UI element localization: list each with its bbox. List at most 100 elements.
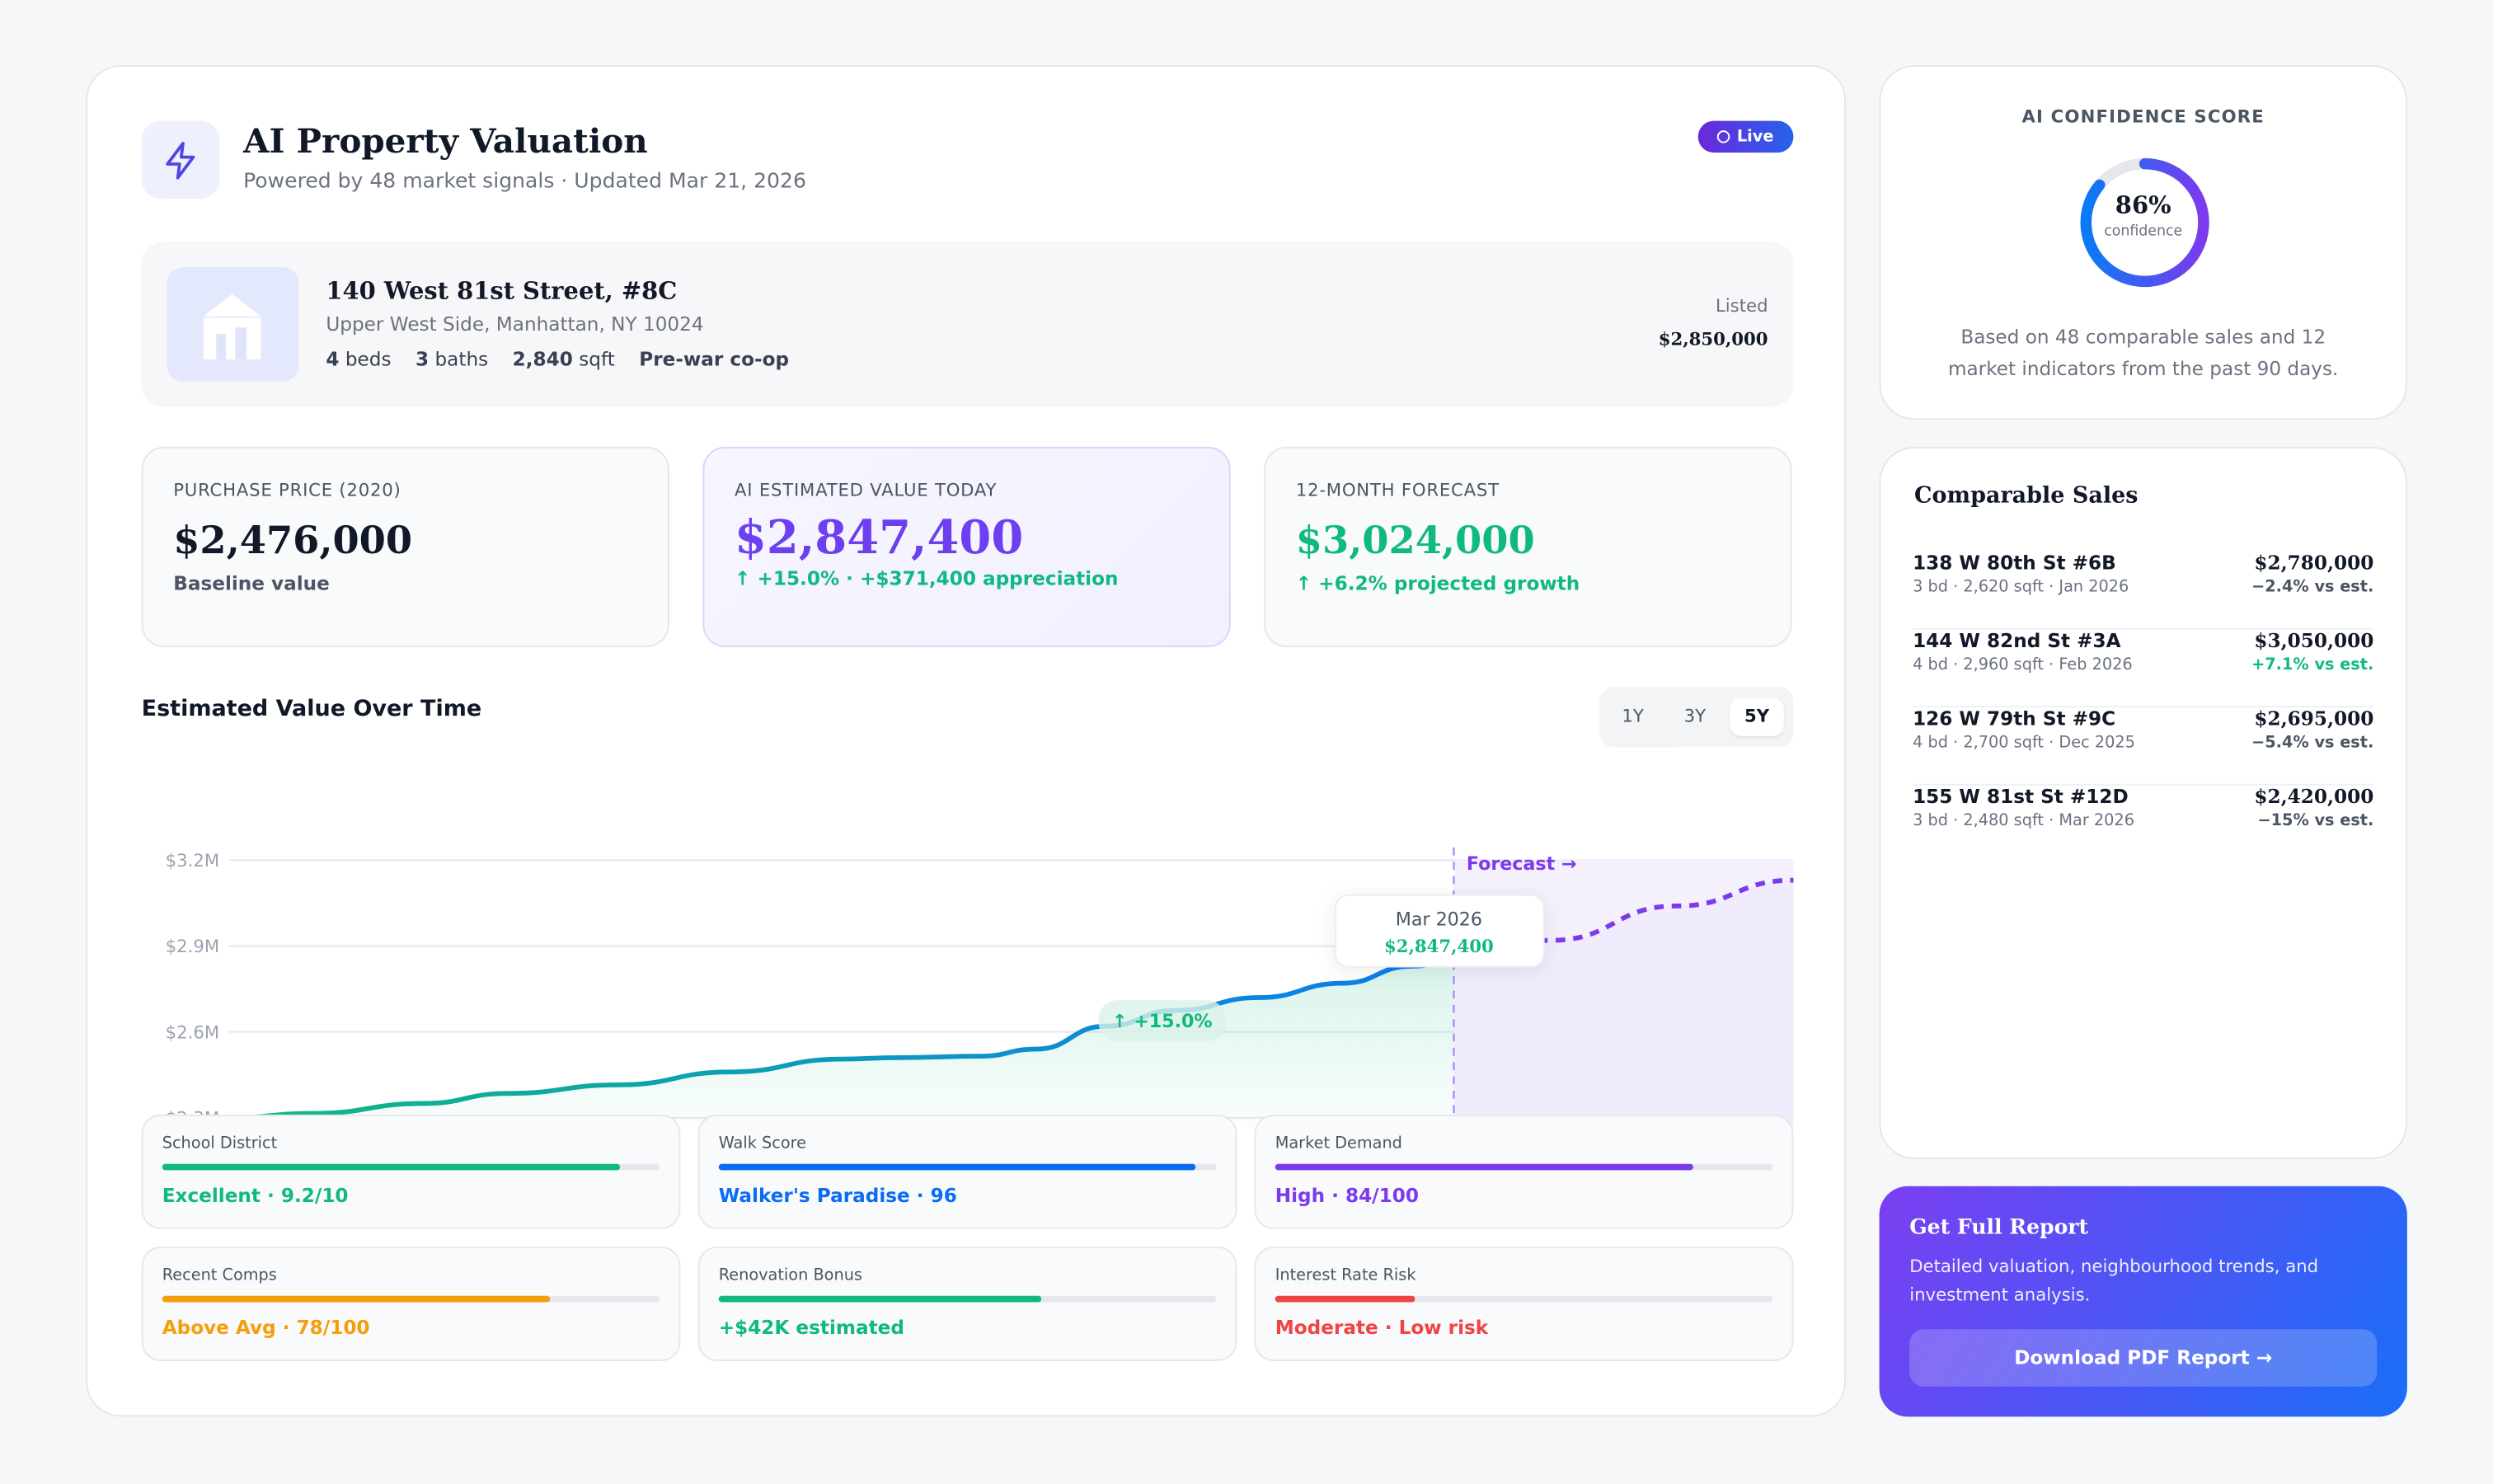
y-tick-label: $2.9M bbox=[166, 937, 220, 957]
metric-label: 12-MONTH FORECAST bbox=[1295, 480, 1500, 501]
indicator-value: Walker's Paradise · 96 bbox=[718, 1184, 957, 1207]
lightning-icon bbox=[165, 141, 195, 179]
indicator-card: Walk Score Walker's Paradise · 96 bbox=[697, 1114, 1237, 1229]
comp-delta: −2.4% vs est. bbox=[2251, 578, 2374, 597]
indicator-value: +$42K estimated bbox=[718, 1316, 904, 1339]
growth-badge bbox=[1098, 1000, 1226, 1042]
indicator-bar bbox=[718, 1163, 1217, 1171]
indicator-bar-fill bbox=[718, 1163, 1197, 1171]
range-selector: 1Y 3Y 5Y bbox=[1599, 687, 1794, 748]
page-title: AI Property Valuation bbox=[243, 120, 648, 161]
indicator-bar-fill bbox=[162, 1163, 621, 1171]
baths-label: baths bbox=[434, 348, 489, 371]
property-address: 140 West 81st Street, #8C bbox=[326, 276, 678, 306]
indicator-label: Market Demand bbox=[1275, 1134, 1402, 1153]
indicator-card: Renovation Bonus +$42K estimated bbox=[697, 1246, 1237, 1361]
indicator-bar bbox=[1275, 1163, 1773, 1171]
comp-price: $3,050,000 bbox=[2254, 629, 2374, 652]
report-title: Get Full Report bbox=[1909, 1216, 2089, 1241]
comp-address: 138 W 80th St #6B bbox=[1913, 552, 2116, 575]
comp-address: 144 W 82nd St #3A bbox=[1913, 629, 2121, 652]
metric-label: PURCHASE PRICE (2020) bbox=[173, 480, 401, 501]
metric-sub: ↑ +15.0% · +$371,400 appreciation bbox=[734, 567, 1119, 590]
listed-label: Listed bbox=[1715, 295, 1768, 317]
confidence-value: 86% bbox=[2115, 190, 2171, 220]
page-subtitle: Powered by 48 market signals · Updated M… bbox=[243, 170, 806, 195]
confidence-ring bbox=[2080, 157, 2209, 288]
property-type: Pre-war co-op bbox=[639, 348, 790, 371]
beds-value: 4 bbox=[326, 348, 340, 371]
range-1y[interactable]: 1Y bbox=[1622, 706, 1644, 727]
indicator-bar-fill bbox=[718, 1295, 1043, 1303]
comparable-row[interactable]: 155 W 81st St #12D 3 bd · 2,480 sqft · M… bbox=[1913, 786, 2373, 863]
indicator-bar bbox=[718, 1295, 1217, 1303]
range-3y[interactable]: 3Y bbox=[1683, 706, 1707, 727]
range-5y[interactable]: 5Y bbox=[1730, 697, 1784, 736]
download-report-button[interactable]: Download PDF Report → bbox=[1909, 1329, 2378, 1387]
report-card: Get Full Report Detailed valuation, neig… bbox=[1879, 1186, 2407, 1417]
metric-value: $3,024,000 bbox=[1295, 516, 1535, 563]
comparable-row[interactable]: 126 W 79th St #9C 4 bd · 2,700 sqft · De… bbox=[1913, 707, 2374, 786]
tooltip-value: $2,847,400 bbox=[1384, 937, 1494, 957]
y-tick-label: $3.2M bbox=[166, 851, 220, 871]
app-icon bbox=[141, 120, 220, 200]
historical-line bbox=[226, 959, 1457, 1120]
indicator-card: Market Demand High · 84/100 bbox=[1254, 1114, 1794, 1229]
indicator-bar bbox=[1275, 1295, 1773, 1303]
metric-purchase-price: PURCHASE PRICE (2020) $2,476,000 Baselin… bbox=[141, 446, 669, 647]
comp-price: $2,695,000 bbox=[2254, 707, 2374, 730]
indicator-value: Excellent · 9.2/10 bbox=[162, 1184, 349, 1207]
indicator-value: Above Avg · 78/100 bbox=[162, 1316, 370, 1339]
indicator-value: Moderate · Low risk bbox=[1275, 1316, 1489, 1339]
comparable-row[interactable]: 144 W 82nd St #3A 4 bd · 2,960 sqft · Fe… bbox=[1913, 629, 2374, 708]
indicator-label: Walk Score bbox=[718, 1134, 807, 1153]
indicator-label: Interest Rate Risk bbox=[1275, 1267, 1416, 1285]
report-text: Detailed valuation, neighbourhood trends… bbox=[1909, 1256, 2319, 1306]
tooltip-date: Mar 2026 bbox=[1396, 909, 1482, 930]
indicator-bar bbox=[162, 1295, 660, 1303]
confidence-note: Based on 48 comparable sales and 12 mark… bbox=[1947, 326, 2339, 380]
sqft-label: sqft bbox=[579, 348, 615, 371]
beds-label: beds bbox=[345, 348, 392, 371]
indicator-card: School District Excellent · 9.2/10 bbox=[141, 1114, 681, 1229]
property-location: Upper West Side, Manhattan, NY 10024 bbox=[326, 312, 704, 336]
live-label: Live bbox=[1736, 128, 1774, 146]
comp-meta: 3 bd · 2,480 sqft · Mar 2026 bbox=[1913, 812, 2134, 830]
indicator-bar bbox=[162, 1163, 660, 1171]
building-icon bbox=[167, 266, 299, 382]
metric-forecast: 12-MONTH FORECAST $3,024,000 ↑ +6.2% pro… bbox=[1264, 446, 1792, 647]
comp-delta: +7.1% vs est. bbox=[2251, 656, 2374, 674]
metric-value: $2,476,000 bbox=[173, 516, 413, 563]
comp-address: 155 W 81st St #12D bbox=[1913, 785, 2129, 808]
forecast-label: Forecast → bbox=[1467, 853, 1577, 875]
indicator-label: Recent Comps bbox=[162, 1267, 277, 1285]
comp-delta: −15% vs est. bbox=[2257, 812, 2374, 830]
y-tick-label: $2.6M bbox=[166, 1022, 220, 1043]
comp-meta: 4 bd · 2,960 sqft · Feb 2026 bbox=[1913, 656, 2133, 674]
comp-delta: −5.4% vs est. bbox=[2251, 734, 2374, 753]
baths-value: 3 bbox=[415, 348, 430, 371]
comp-address: 126 W 79th St #9C bbox=[1913, 707, 2116, 730]
indicator-label: Renovation Bonus bbox=[718, 1267, 862, 1285]
metric-ai-estimate: AI ESTIMATED VALUE TODAY $2,847,400 ↑ +1… bbox=[702, 446, 1231, 647]
live-badge[interactable]: Live bbox=[1697, 120, 1794, 153]
comparable-row[interactable]: 138 W 80th St #6B 3 bd · 2,620 sqft · Ja… bbox=[1913, 552, 2374, 630]
indicator-card: Interest Rate Risk Moderate · Low risk bbox=[1254, 1246, 1794, 1361]
indicator-bar-fill bbox=[1275, 1163, 1693, 1171]
comp-price: $2,780,000 bbox=[2254, 552, 2374, 575]
historical-area bbox=[228, 960, 1454, 1128]
comparables-title: Comparable Sales bbox=[1913, 483, 2139, 510]
confidence-title: AI CONFIDENCE SCORE bbox=[2021, 106, 2265, 128]
metric-sub: ↑ +6.2% projected growth bbox=[1295, 572, 1580, 595]
sqft-value: 2,840 bbox=[512, 348, 573, 371]
tooltip bbox=[1335, 894, 1545, 968]
indicator-bar-fill bbox=[1275, 1295, 1415, 1303]
indicator-label: School District bbox=[162, 1134, 278, 1153]
indicator-bar-fill bbox=[162, 1295, 551, 1303]
comp-price: $2,420,000 bbox=[2254, 785, 2374, 808]
circle-icon bbox=[1717, 130, 1731, 143]
chart-title: Estimated Value Over Time bbox=[141, 696, 482, 722]
indicator-card: Recent Comps Above Avg · 78/100 bbox=[141, 1246, 681, 1361]
growth-badge-text: ↑ +15.0% bbox=[1112, 1011, 1213, 1032]
main-card: AI Property Valuation Powered by 48 mark… bbox=[86, 65, 1847, 1417]
